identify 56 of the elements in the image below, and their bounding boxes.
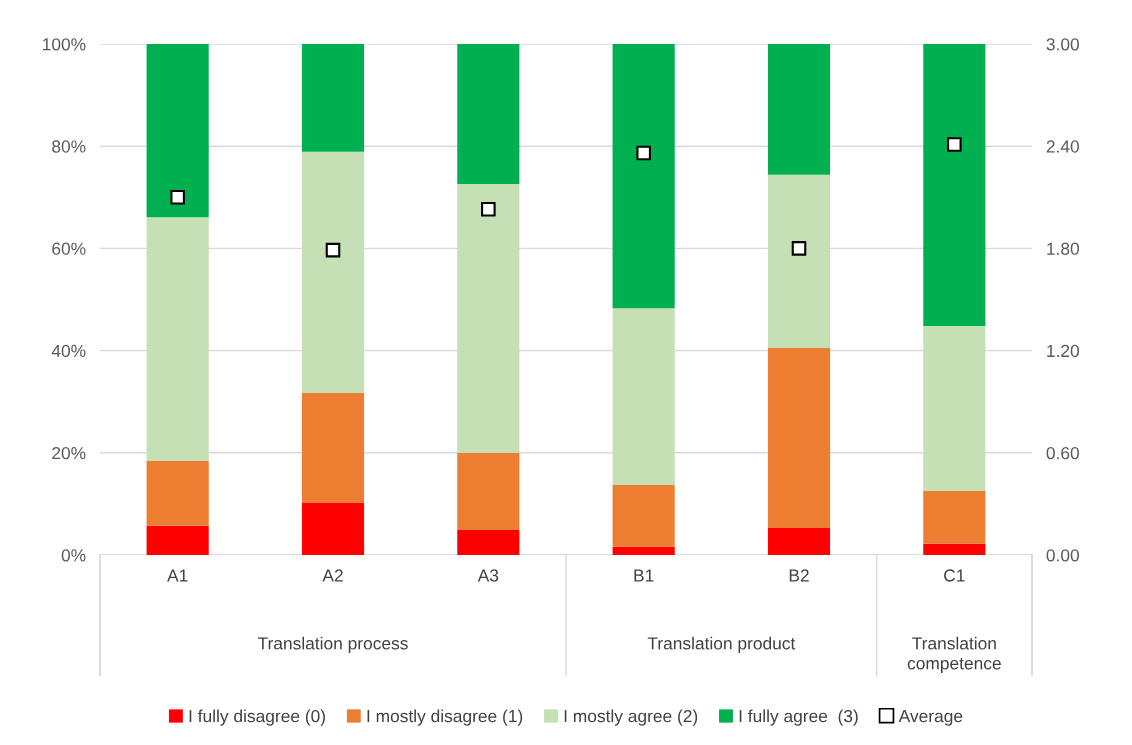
y-tick-label: 80% [52,140,86,153]
y-tick-label: 60% [52,242,86,255]
bar [767,527,831,555]
y-tick-label: 0% [61,549,86,562]
text: Translation process [257,636,408,653]
y-tick-label: 100% [43,38,86,51]
bar [612,308,675,485]
bar [301,151,365,394]
legend-label: I fully disagree (0) [189,709,325,726]
bar [146,44,209,218]
point [170,190,185,205]
x-tick-label: A3 [477,569,499,582]
y2-tick-label: 0.00 [1046,549,1079,562]
point [325,242,341,258]
y-tick-label: 20% [52,446,86,460]
bar [767,44,831,175]
point [947,137,962,152]
bar [612,484,675,547]
y-tick-label: 40% [51,344,86,358]
bar [146,217,209,461]
y2-tick-label: 1.20 [1047,344,1079,358]
bar [301,44,365,152]
x-tick-label: B1 [634,569,654,582]
bar [923,326,986,492]
y2-tick-label: 3.00 [1046,38,1079,51]
legend-label: I mostly disagree (1) [367,709,523,726]
bar [457,44,520,185]
bar [146,525,209,555]
point [636,145,651,161]
text: Translation competence [907,636,1001,673]
bar [612,546,675,555]
bar [457,184,520,453]
text: Translation product [647,636,796,653]
bar [301,502,365,555]
bar [923,44,986,327]
x-tick-label: B2 [789,569,809,582]
bar [612,44,675,309]
x-tick-label: A1 [167,569,188,582]
bar [457,452,520,530]
y2-tick-label: 1.80 [1047,242,1079,255]
bar [457,529,520,555]
bar [767,174,831,349]
legend-label: Average [898,710,963,726]
bar [923,543,986,555]
bar [301,393,365,503]
bar [146,460,209,526]
point [791,241,807,256]
legend-label: I mostly agree (2) [564,709,698,726]
bar [923,491,986,544]
point [481,201,496,217]
x-tick-label: C1 [944,569,965,582]
bar [767,348,831,528]
legend-label: I fully agree (3) [739,709,858,726]
x-tick-label: A2 [322,569,343,582]
y2-tick-label: 2.40 [1046,140,1079,153]
y2-tick-label: 0.60 [1046,446,1079,460]
